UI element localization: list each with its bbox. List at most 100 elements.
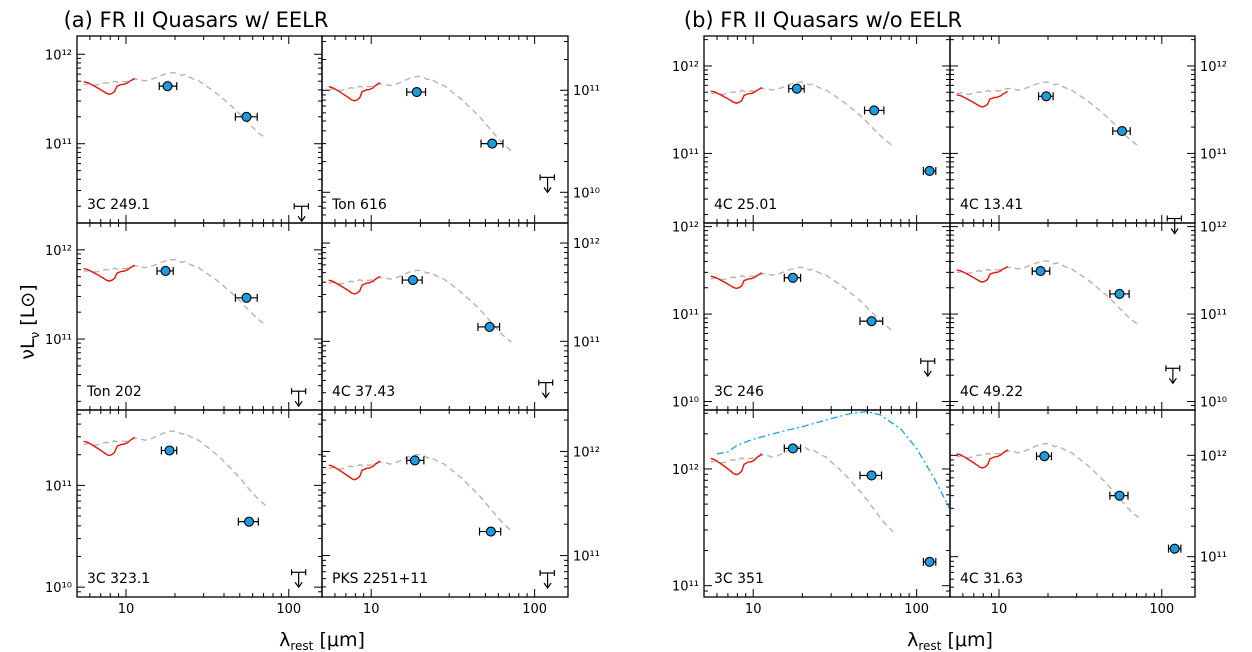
data-point xyxy=(869,105,880,116)
irs-spectrum-line xyxy=(956,449,1009,469)
template-sed-line xyxy=(83,259,267,326)
y-tick-label: 10¹¹ xyxy=(672,147,699,162)
panel-b6: 10¹² 10¹¹ 10 100 4C 31.63 xyxy=(949,409,1227,617)
upper-limit xyxy=(1166,215,1183,235)
panel-label: 4C 49.22 xyxy=(960,384,1023,400)
y-tick-label: 10¹¹ xyxy=(573,84,600,99)
ylabel-main: νL xyxy=(17,338,39,360)
panel-frame xyxy=(321,409,569,598)
panel-frame xyxy=(76,35,323,224)
panel-label: 3C 246 xyxy=(714,384,764,400)
data-point xyxy=(1039,451,1050,462)
panel-a6: 10¹² 10¹¹ 10 100 PKS 2251+11 xyxy=(321,409,600,617)
data-point xyxy=(241,292,252,303)
panel-frame xyxy=(76,222,323,411)
panel-frame xyxy=(703,222,951,411)
alt-model-line xyxy=(716,410,951,510)
panel-label: 3C 351 xyxy=(714,571,764,587)
y-tick-label: 10¹² xyxy=(573,237,600,252)
template-sed-line xyxy=(710,266,894,332)
data-point xyxy=(866,316,877,327)
y-tick-label: 10¹¹ xyxy=(672,308,699,323)
data-point xyxy=(484,321,495,333)
upper-limit-arrowhead xyxy=(1168,377,1177,385)
panel-b3: 10¹² 10¹¹ 10¹⁰ 3C 246 xyxy=(672,221,951,411)
upper-limit xyxy=(538,379,554,399)
panel-a3: 10¹² 10¹¹ Ton 202 xyxy=(45,222,323,411)
irs-spectrum-line xyxy=(710,272,763,290)
irs-spectrum-line xyxy=(956,265,1008,283)
panel-frame xyxy=(321,222,569,411)
ylabel-sub: ν xyxy=(28,331,42,338)
y-tick-label: 10¹¹ xyxy=(45,138,72,153)
data-point xyxy=(787,272,798,283)
y-tick-label: 10¹¹ xyxy=(1200,308,1227,323)
xlabel-unit: [μm] xyxy=(319,629,364,651)
svg-text:νLν [L⊙]: νLν [L⊙] xyxy=(17,284,42,359)
x-axis-label-left: λrest [μm] xyxy=(279,629,365,652)
xlabel-sub: rest xyxy=(918,639,941,652)
data-point xyxy=(1035,266,1046,277)
data-point xyxy=(411,86,422,98)
panel-frame xyxy=(703,409,951,598)
irs-spectrum-line xyxy=(328,460,381,481)
panel-frame xyxy=(949,35,1196,224)
upper-limit-arrowhead xyxy=(297,215,306,223)
y-tick-label: 10¹¹ xyxy=(45,333,72,348)
panel-label: 3C 249.1 xyxy=(87,197,150,213)
xlabel-unit: [μm] xyxy=(947,629,992,651)
panel-b2: 10¹² 10¹¹ 4C 13.41 xyxy=(949,35,1227,235)
irs-spectrum-line xyxy=(710,453,763,476)
x-axis-label-right: λrest [μm] xyxy=(907,629,993,652)
y-tick-label: 10¹¹ xyxy=(45,479,72,494)
template-sed-line xyxy=(328,454,512,532)
x-tick-label: 10 xyxy=(745,602,762,617)
right-group-title: (b) FR II Quasars w/o EELR xyxy=(684,8,962,32)
x-tick-label: 10 xyxy=(991,602,1008,617)
irs-spectrum-line xyxy=(83,436,136,457)
y-tick-label: 10¹² xyxy=(672,60,699,75)
panel-label: 4C 37.43 xyxy=(332,384,395,400)
template-sed-line xyxy=(710,446,894,533)
y-tick-label: 10¹² xyxy=(672,463,699,478)
y-tick-label: 10¹² xyxy=(1200,221,1227,236)
xlabel-main: λ xyxy=(279,629,290,651)
panel-label: 4C 31.63 xyxy=(960,571,1023,587)
upper-limit xyxy=(920,358,936,378)
data-point xyxy=(407,275,418,286)
upper-limit-arrowhead xyxy=(541,392,550,399)
template-sed-line xyxy=(956,81,1140,147)
y-tick-label: 10¹¹ xyxy=(1200,551,1227,566)
upper-limit xyxy=(1165,365,1181,385)
upper-limit-arrowhead xyxy=(294,581,303,589)
data-point xyxy=(787,443,798,454)
data-point xyxy=(164,445,175,456)
panel-label: Ton 202 xyxy=(86,384,142,400)
y-tick-label: 10¹¹ xyxy=(573,335,600,350)
panel-a1: 10¹² 10¹¹ 3C 249.1 xyxy=(45,35,323,224)
template-sed-line xyxy=(328,269,512,343)
panel-a2: 10¹¹ 10¹⁰ Ton 616 xyxy=(321,35,600,224)
x-tick-label: 10 xyxy=(363,602,380,617)
x-tick-label: 100 xyxy=(1149,602,1174,617)
panel-b1: 10¹² 10¹¹ 4C 25.01 xyxy=(672,35,951,224)
data-point xyxy=(160,265,171,276)
upper-limit-arrowhead xyxy=(543,582,552,590)
irs-spectrum-line xyxy=(328,82,381,102)
irs-spectrum-line xyxy=(956,90,1008,108)
panel-frame xyxy=(949,222,1196,411)
upper-limit-arrowhead xyxy=(1170,228,1179,235)
y-axis-label: νLν [L⊙] xyxy=(17,284,42,359)
left-group-title: (a) FR II Quasars w/ EELR xyxy=(64,8,329,32)
upper-limit-arrowhead xyxy=(543,187,552,194)
y-tick-label: 10¹¹ xyxy=(1200,147,1227,162)
irs-spectrum-line xyxy=(83,264,136,282)
data-point xyxy=(866,470,877,481)
upper-limit xyxy=(539,570,555,590)
data-point xyxy=(924,556,935,567)
data-point xyxy=(924,165,935,176)
data-point xyxy=(243,516,255,527)
x-tick-label: 100 xyxy=(522,602,547,617)
y-tick-label: 10¹² xyxy=(672,221,699,236)
y-tick-label: 10¹² xyxy=(573,445,600,460)
